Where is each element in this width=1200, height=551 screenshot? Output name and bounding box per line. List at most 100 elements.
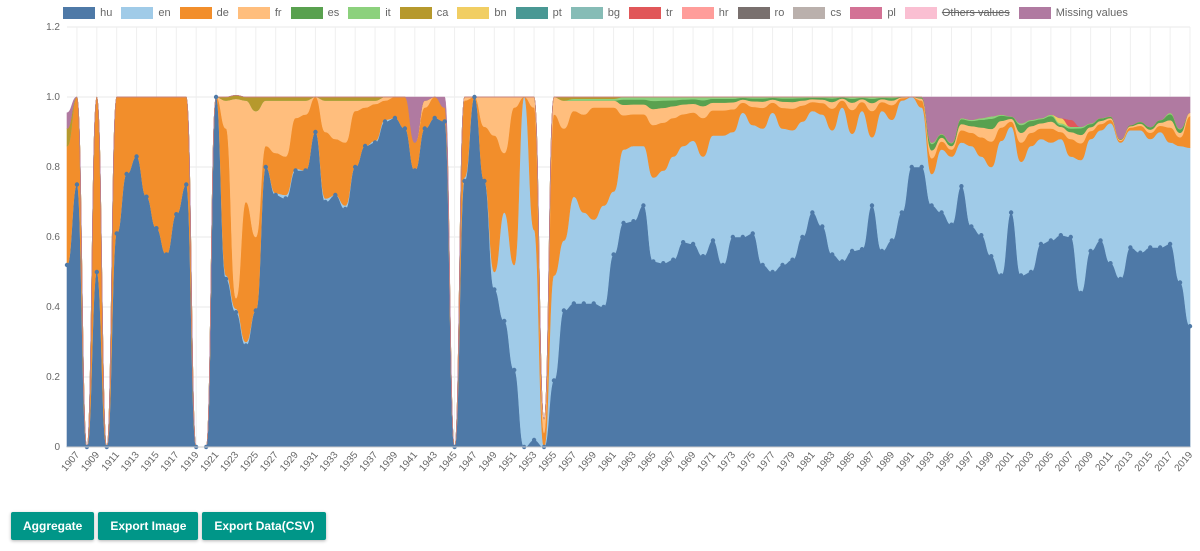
hu-data-point[interactable] [979,233,984,238]
hu-data-point[interactable] [1177,280,1183,285]
hu-data-point[interactable] [502,318,507,324]
hu-data-point[interactable] [780,262,785,268]
hu-data-point[interactable] [353,164,358,170]
hu-data-point[interactable] [1187,324,1193,329]
legend-item-es[interactable]: es [290,7,339,19]
hu-data-point[interactable] [760,262,765,268]
hu-data-point[interactable] [1157,245,1163,250]
hu-data-point[interactable] [740,234,745,240]
hu-data-point[interactable] [402,126,408,131]
hu-data-point[interactable] [1108,261,1113,266]
hu-data-point[interactable] [233,310,239,315]
hu-data-point[interactable] [690,241,696,247]
legend-item-hr[interactable]: hr [681,7,729,19]
hu-data-point[interactable] [362,143,368,149]
legend-item-ca[interactable]: ca [399,7,448,19]
hu-data-point[interactable] [770,269,775,275]
hu-data-point[interactable] [969,224,974,229]
hu-data-point[interactable] [442,119,447,124]
hu-data-point[interactable] [949,222,954,227]
hu-data-point[interactable] [929,203,934,208]
hu-data-point[interactable] [492,287,497,292]
hu-data-point[interactable] [800,234,805,240]
legend-item-tr[interactable]: tr [629,7,673,19]
hu-data-point[interactable] [313,129,318,135]
hu-data-point[interactable] [959,184,964,189]
hu-data-point[interactable] [1098,238,1103,243]
hu-data-point[interactable] [94,269,100,275]
hu-data-point[interactable] [512,367,517,373]
hu-data-point[interactable] [849,248,855,254]
aggregate-button[interactable]: Aggregate [11,512,95,540]
hu-data-point[interactable] [343,206,348,212]
hu-data-point[interactable] [472,94,477,100]
hu-data-point[interactable] [1018,273,1024,278]
hu-data-point[interactable] [293,168,298,173]
legend-item-de[interactable]: de [179,7,229,19]
hu-data-point[interactable] [879,248,885,254]
legend-item-en[interactable]: en [121,7,171,19]
hu-data-point[interactable] [939,210,944,215]
hu-data-point[interactable] [1058,233,1064,238]
hu-data-point[interactable] [710,238,716,243]
hu-data-point[interactable] [641,203,646,208]
hu-data-point[interactable] [372,140,378,145]
hu-data-point[interactable] [680,240,686,245]
hu-data-point[interactable] [989,254,994,259]
legend-item-missing-values[interactable]: Missing values [1018,7,1128,19]
hu-data-point[interactable] [750,231,755,236]
hu-data-point[interactable] [392,115,398,121]
hu-data-point[interactable] [1038,241,1044,247]
hu-data-point[interactable] [1148,245,1153,250]
legend-item-ro[interactable]: ro [737,7,784,19]
hu-data-point[interactable] [730,234,736,240]
export-image-button[interactable]: Export Image [98,512,199,540]
hu-data-point[interactable] [1167,241,1173,247]
hu-data-point[interactable] [591,301,596,306]
hu-data-point[interactable] [531,437,537,443]
hu-data-point[interactable] [919,164,924,170]
hu-data-point[interactable] [1128,245,1133,250]
legend-item-bg[interactable]: bg [570,7,620,19]
hu-data-point[interactable] [1088,248,1093,254]
hu-data-point[interactable] [869,203,875,208]
export-csv-button[interactable]: Export Data(CSV) [202,512,327,540]
hu-data-point[interactable] [839,259,845,264]
hu-data-point[interactable] [243,343,249,348]
hu-data-point[interactable] [223,276,229,282]
hu-data-point[interactable] [1008,210,1014,215]
hu-data-point[interactable] [124,171,129,177]
hu-data-point[interactable] [333,192,338,198]
hu-data-point[interactable] [700,254,706,259]
hu-data-point[interactable] [671,257,676,262]
hu-data-point[interactable] [571,301,577,306]
hu-data-point[interactable] [1048,238,1054,243]
hu-data-point[interactable] [998,273,1004,278]
hu-data-point[interactable] [621,220,626,226]
hu-data-point[interactable] [859,247,865,252]
hu-data-point[interactable] [64,262,70,268]
hu-data-point[interactable] [790,257,795,262]
hu-data-point[interactable] [581,301,586,306]
hu-data-point[interactable] [1118,276,1123,282]
hu-data-point[interactable] [283,196,288,201]
hu-data-point[interactable] [631,219,636,224]
legend-item-fr[interactable]: fr [237,7,282,19]
hu-data-point[interactable] [323,199,328,205]
legend-item-cs[interactable]: cs [793,7,841,19]
legend-item-pt[interactable]: pt [515,7,562,19]
hu-data-point[interactable] [114,231,119,236]
hu-data-point[interactable] [154,226,159,231]
hu-data-point[interactable] [909,164,914,170]
hu-data-point[interactable] [482,178,487,184]
hu-data-point[interactable] [551,378,557,383]
legend-item-bn[interactable]: bn [457,7,507,19]
legend-item-hu[interactable]: hu [63,7,112,19]
hu-data-point[interactable] [1068,234,1073,240]
hu-data-point[interactable] [412,168,418,173]
hu-data-point[interactable] [253,308,259,313]
area-missing-values[interactable] [66,94,1191,448]
hu-data-point[interactable] [432,115,437,121]
hu-data-point[interactable] [74,182,80,187]
hu-data-point[interactable] [720,262,726,268]
